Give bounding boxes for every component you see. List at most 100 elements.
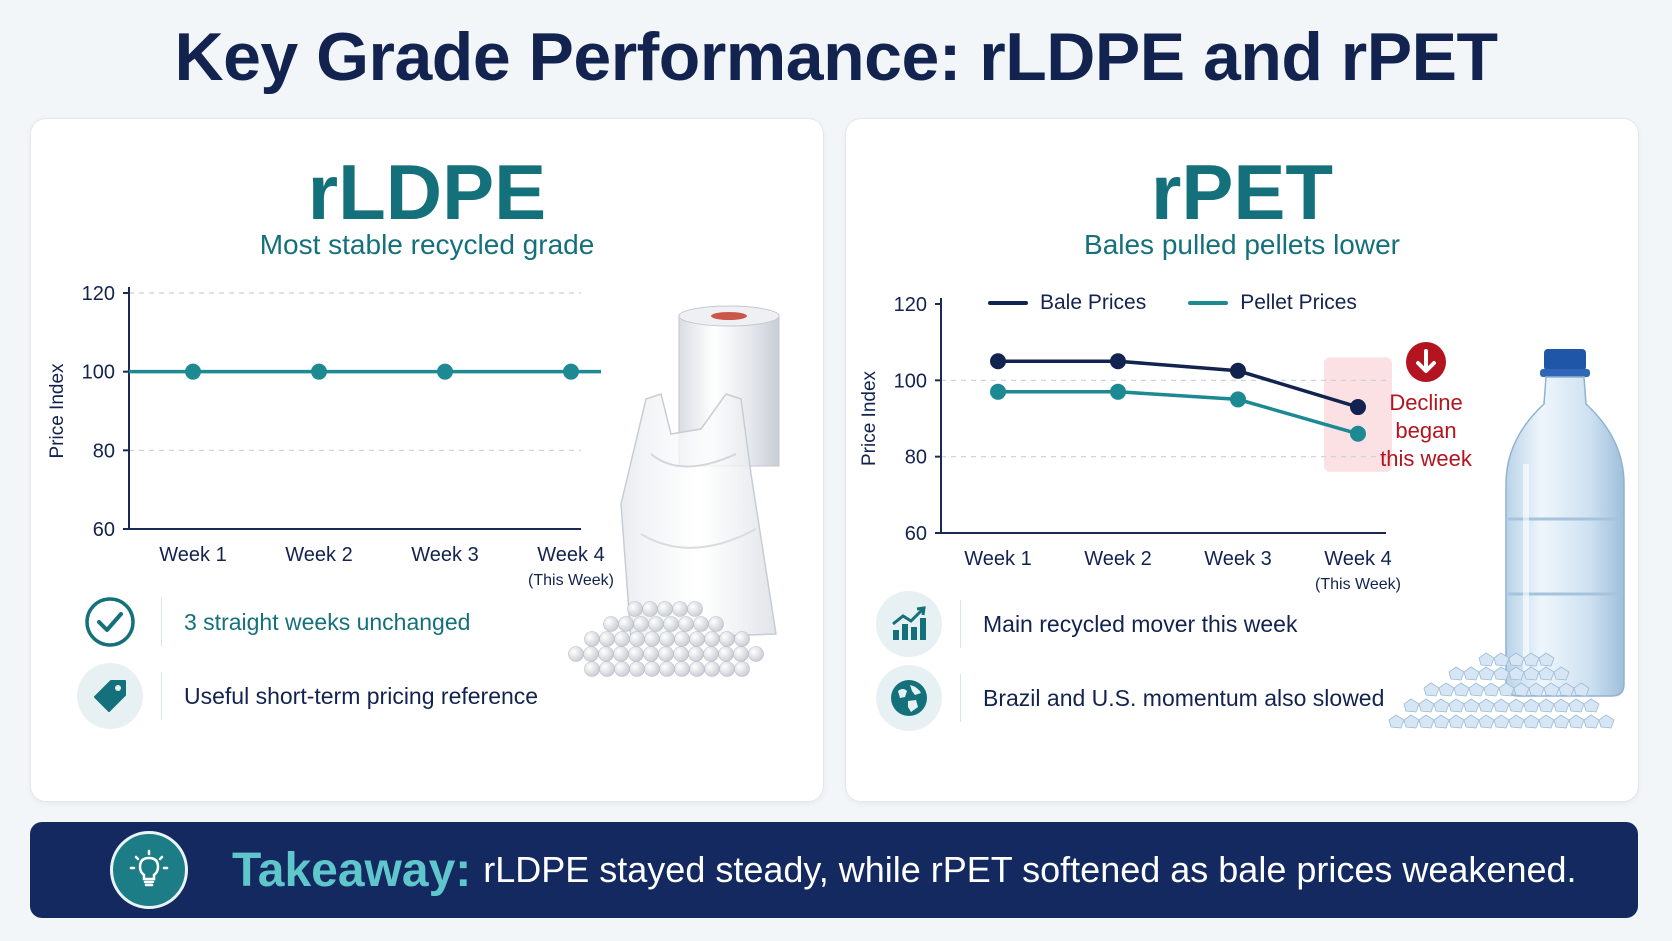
- pellet: [614, 661, 630, 677]
- x-tick-label: Week 4: [1324, 548, 1391, 570]
- x-tick-sublabel: (This Week): [528, 572, 614, 589]
- flake: [1463, 714, 1480, 729]
- pellet: [584, 661, 600, 677]
- flake: [1538, 652, 1555, 667]
- flake: [1478, 698, 1495, 713]
- x-tick-label: Week 1: [964, 548, 1031, 570]
- flake: [1493, 652, 1510, 667]
- info-row-unchanged: 3 straight weeks unchanged: [77, 589, 470, 655]
- pellet: [583, 646, 599, 662]
- rldpe-title: rLDPE: [307, 148, 547, 236]
- series-line: [998, 390, 1359, 436]
- pellet: [584, 631, 600, 647]
- pellet: [599, 661, 615, 677]
- flake: [1583, 698, 1600, 713]
- flake: [1478, 714, 1495, 729]
- flake: [1433, 698, 1450, 713]
- flake: [1543, 682, 1560, 697]
- pellet: [674, 661, 690, 677]
- pellet: [643, 646, 659, 662]
- flake: [1523, 652, 1540, 667]
- legend-swatch-bale: [988, 301, 1028, 305]
- info-text-brazil-us: Brazil and U.S. momentum also slowed: [983, 684, 1385, 711]
- x-tick-label: Week 1: [159, 544, 226, 566]
- data-point: [1110, 383, 1126, 400]
- flake: [1573, 682, 1590, 697]
- flake: [1448, 714, 1465, 729]
- pellet: [719, 631, 735, 647]
- pellet: [734, 661, 750, 677]
- data-point: [1350, 399, 1366, 416]
- lightbulb-icon: [110, 831, 188, 909]
- rldpe-subtitle: Most stable recycled grade: [259, 229, 595, 260]
- x-tick-label: Week 2: [1084, 548, 1151, 570]
- data-point: [1230, 391, 1246, 408]
- pellet: [719, 661, 735, 677]
- x-tick-label: Week 2: [285, 544, 352, 566]
- info-row-main-mover: Main recycled mover this week: [876, 591, 1297, 657]
- decline-callout: Decline began this week: [1366, 341, 1486, 473]
- pellet: [658, 646, 674, 662]
- flake: [1538, 698, 1555, 713]
- flake: [1508, 698, 1525, 713]
- flake: [1418, 698, 1435, 713]
- x-tick-sublabel: (This Week): [1315, 576, 1401, 593]
- flake: [1423, 682, 1440, 697]
- flake: [1523, 698, 1540, 713]
- flake: [1558, 682, 1575, 697]
- series-line: [998, 359, 1359, 409]
- page-title: Key Grade Performance: rLDPE and rPET: [174, 19, 1498, 95]
- data-point: [1110, 353, 1126, 370]
- flake: [1508, 652, 1525, 667]
- pellet: [734, 631, 750, 647]
- callout-line-1: Decline: [1389, 390, 1463, 415]
- pellet: [689, 661, 705, 677]
- rpet-title: rPET: [1150, 148, 1334, 236]
- pellet: [618, 616, 634, 632]
- pellet: [644, 631, 660, 647]
- pellet: [633, 616, 649, 632]
- pellet: [688, 646, 704, 662]
- flake: [1478, 666, 1495, 681]
- data-point: [990, 383, 1006, 400]
- pellet: [659, 631, 675, 647]
- rldpe-card: rLDPE Most stable recycled grade 60 80 100…: [30, 118, 824, 802]
- pellet: [693, 616, 709, 632]
- pellet: [733, 646, 749, 662]
- flake: [1463, 698, 1480, 713]
- plastic-film-roll-and-bag-with-pellets-image: [568, 305, 780, 677]
- takeaway-label: Takeaway:: [232, 843, 472, 897]
- divider: [960, 600, 961, 648]
- legend-item-pellet: Pellet Prices: [1188, 291, 1357, 315]
- y-tick-label: 80: [905, 447, 927, 469]
- data-point: [990, 353, 1006, 370]
- pellet: [718, 646, 734, 662]
- divider: [960, 674, 961, 722]
- pellet: [672, 601, 688, 617]
- pellet: [627, 601, 643, 617]
- pellet: [629, 631, 645, 647]
- y-tick-label: 80: [93, 440, 115, 462]
- flake: [1568, 698, 1585, 713]
- rpet-card: rPET Bales pulled pellets lower Bale Pri…: [845, 118, 1639, 802]
- flake: [1418, 714, 1435, 729]
- rpet-legend: Bale Prices Pellet Prices: [988, 291, 1399, 315]
- y-tick-label: 100: [82, 362, 115, 384]
- flake: [1453, 682, 1470, 697]
- growth-chart-icon: [876, 591, 942, 657]
- y-tick-label: 100: [894, 370, 927, 392]
- legend-swatch-pellet: [1188, 301, 1229, 305]
- price-tag-icon: [77, 663, 143, 729]
- pellet: [613, 646, 629, 662]
- data-point: [1230, 362, 1246, 379]
- pellet: [599, 631, 615, 647]
- flake: [1478, 652, 1495, 667]
- pellet: [629, 661, 645, 677]
- pellet: [708, 616, 724, 632]
- flake: [1553, 698, 1570, 713]
- pellet: [663, 616, 679, 632]
- data-point: [311, 363, 327, 380]
- divider: [161, 598, 162, 646]
- pellet: [704, 631, 720, 647]
- pellet: [648, 616, 664, 632]
